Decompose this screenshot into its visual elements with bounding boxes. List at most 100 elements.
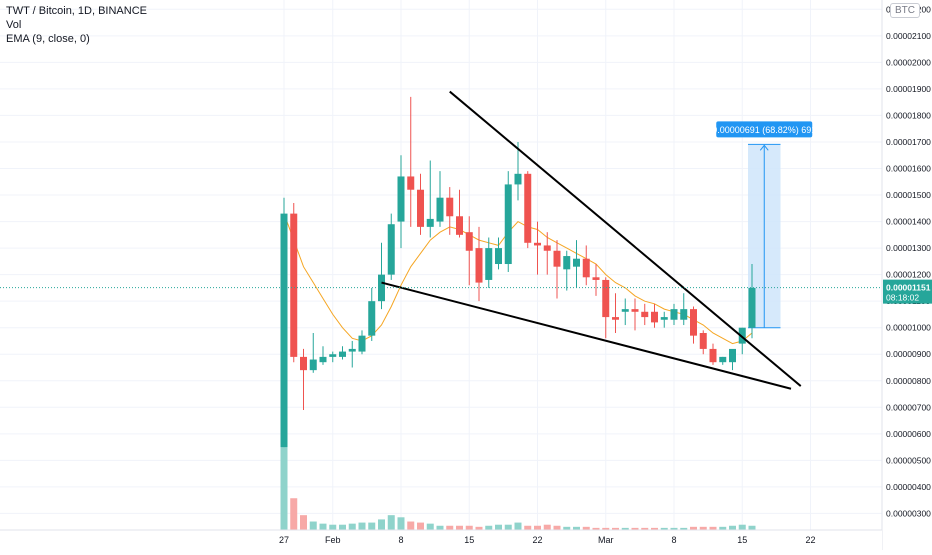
candle-body bbox=[524, 173, 532, 243]
legend-symbol[interactable]: TWT / Bitcoin, 1D, BINANCE bbox=[6, 5, 147, 17]
candle-body bbox=[485, 248, 493, 280]
volume-bar bbox=[680, 527, 688, 530]
candle-body bbox=[514, 173, 522, 185]
candle-body bbox=[651, 311, 658, 323]
candle-body bbox=[690, 309, 697, 336]
y-tick-label: 0.00001700 bbox=[886, 137, 931, 147]
y-tick-label: 0.00001000 bbox=[886, 323, 931, 333]
candle-body bbox=[709, 348, 717, 363]
x-tick-label: 22 bbox=[805, 535, 815, 545]
candle-body bbox=[465, 232, 473, 251]
volume-bar bbox=[358, 522, 366, 530]
y-tick-label: 0.00002100 bbox=[886, 31, 931, 41]
currency-badge[interactable]: BTC bbox=[890, 3, 920, 18]
volume-bar bbox=[690, 526, 697, 530]
candle-body bbox=[680, 309, 688, 320]
candle-body bbox=[290, 213, 298, 357]
candle-body bbox=[719, 356, 727, 363]
candle-body bbox=[446, 197, 454, 217]
x-tick-label: 15 bbox=[464, 535, 474, 545]
y-tick-label: 0.00001500 bbox=[886, 190, 931, 200]
trendline-upper bbox=[449, 90, 802, 387]
volume-bar bbox=[573, 526, 580, 530]
candle-body bbox=[387, 224, 395, 275]
volume-bar bbox=[592, 527, 600, 530]
volume-bar bbox=[387, 515, 395, 530]
x-tick-label: 8 bbox=[398, 535, 403, 545]
candle-body bbox=[319, 356, 327, 363]
candle-body bbox=[300, 356, 307, 371]
candle-body bbox=[641, 311, 649, 318]
y-tick-label: 0.00001400 bbox=[886, 217, 931, 227]
volume-bar bbox=[621, 527, 629, 530]
volume-bar bbox=[602, 527, 610, 530]
x-tick-label: 8 bbox=[671, 535, 676, 545]
x-tick-label: 27 bbox=[279, 535, 289, 545]
y-tick-label: 0.00001200 bbox=[886, 270, 931, 280]
y-tick-label: 0.00000400 bbox=[886, 482, 931, 492]
volume-bar bbox=[651, 527, 658, 530]
volume-bar bbox=[456, 525, 463, 530]
volume-bar bbox=[368, 522, 376, 530]
candle-body bbox=[417, 189, 424, 227]
volume-bar bbox=[660, 527, 668, 530]
volume-bar bbox=[504, 524, 512, 530]
candle-body bbox=[329, 354, 337, 357]
volume-bar bbox=[417, 522, 424, 530]
measure-label-bg bbox=[716, 121, 813, 138]
volume-bar bbox=[319, 523, 327, 530]
candle-body bbox=[602, 279, 610, 318]
volume-bar bbox=[495, 524, 502, 530]
candle-body bbox=[670, 309, 678, 320]
candle-body bbox=[397, 176, 405, 222]
price-axis-bg bbox=[882, 0, 932, 550]
volume-bar bbox=[738, 524, 746, 530]
candle-body bbox=[348, 348, 356, 352]
y-tick-label: 0.00000500 bbox=[886, 455, 931, 465]
candles bbox=[280, 96, 756, 448]
candle-body bbox=[582, 258, 590, 278]
volume-bar bbox=[563, 526, 571, 530]
candle-body bbox=[563, 256, 571, 270]
candle-body bbox=[592, 277, 600, 280]
legend-ema[interactable]: EMA (9, close, 0) bbox=[6, 33, 90, 45]
trendline-lower bbox=[381, 281, 792, 390]
volume-bar bbox=[699, 526, 707, 530]
time-axis-bg bbox=[0, 530, 882, 550]
ema-line bbox=[283, 213, 753, 345]
volume-bar bbox=[475, 526, 483, 530]
volume-bar bbox=[612, 527, 619, 530]
chart-legend: TWT / Bitcoin, 1D, BINANCE Vol EMA (9, c… bbox=[6, 4, 147, 46]
last-price-label: 0.00001151 bbox=[886, 283, 931, 293]
volume-bar bbox=[407, 521, 415, 530]
candle-body bbox=[504, 184, 512, 265]
volume-bar bbox=[426, 523, 434, 530]
candle-body bbox=[309, 359, 317, 371]
volume-bar bbox=[485, 525, 493, 530]
volume-bar bbox=[280, 440, 288, 530]
volume-bar bbox=[553, 525, 561, 530]
candle-body bbox=[368, 301, 376, 336]
measure-label: 0.00000691 (68.82%) 691 bbox=[712, 125, 816, 135]
volume-bar bbox=[582, 526, 590, 530]
last-price-countdown: 08:18:02 bbox=[886, 293, 919, 303]
candle-body bbox=[631, 309, 639, 312]
y-tick-label: 0.00001900 bbox=[886, 84, 931, 94]
candle-body bbox=[475, 248, 483, 283]
candle-body bbox=[407, 176, 415, 190]
candle-body bbox=[573, 258, 580, 267]
volume-bar bbox=[729, 525, 736, 530]
y-tick-label: 0.00002000 bbox=[886, 57, 931, 67]
x-tick-label: Mar bbox=[598, 535, 614, 545]
candle-body bbox=[495, 248, 502, 265]
measure-arrow-head bbox=[759, 144, 769, 151]
volume-bar bbox=[397, 517, 405, 530]
legend-volume[interactable]: Vol bbox=[6, 19, 22, 31]
candle-body bbox=[358, 335, 366, 352]
candle-body bbox=[543, 245, 551, 251]
candle-body bbox=[699, 333, 707, 349]
volume-bar bbox=[465, 525, 473, 530]
y-tick-label: 0.00000800 bbox=[886, 376, 931, 386]
